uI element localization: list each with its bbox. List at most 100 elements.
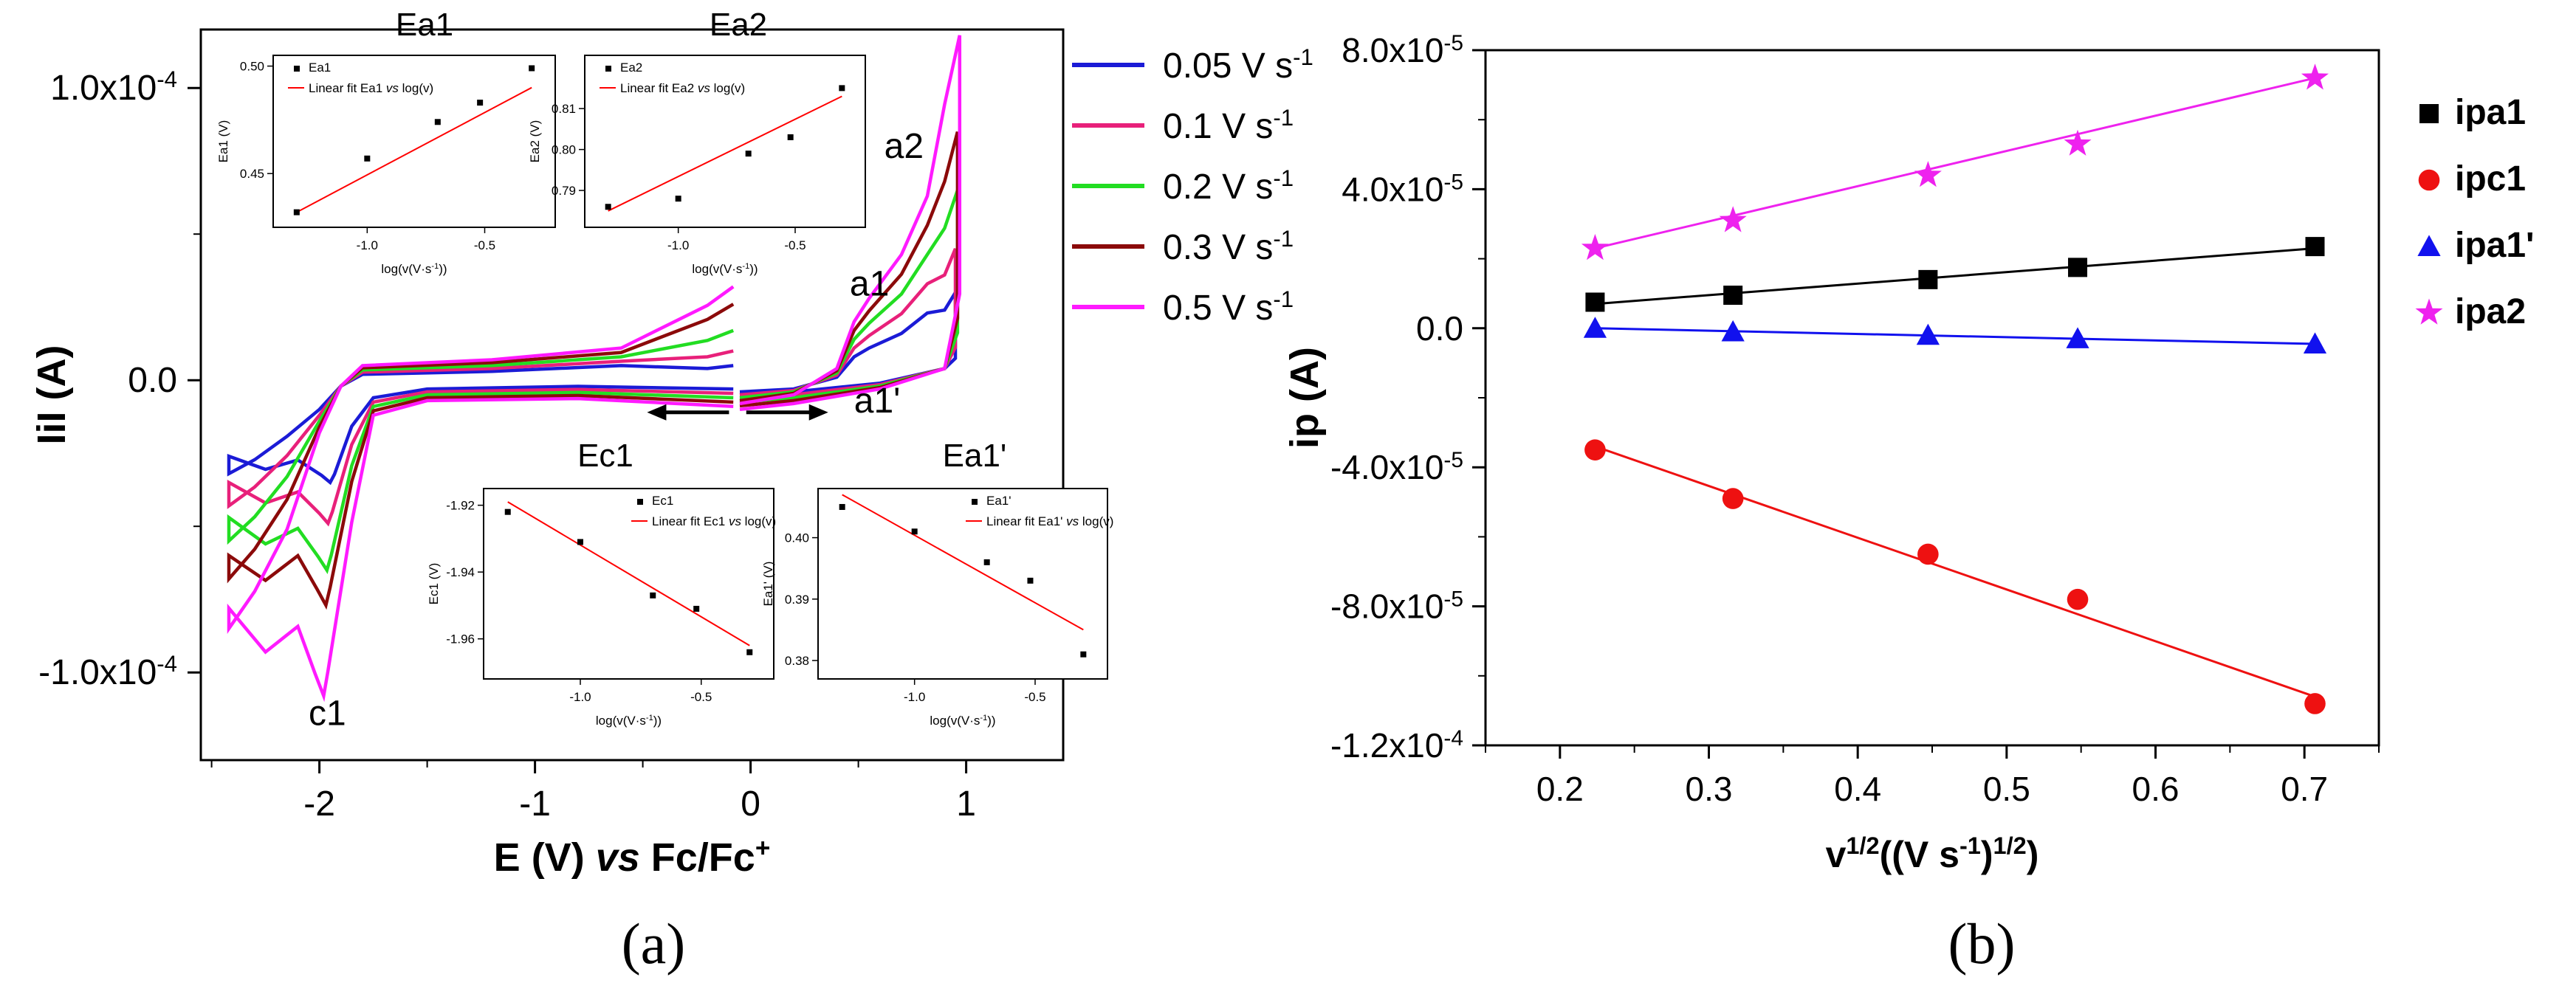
x-tick-label-b: 0.7 [2281,770,2328,808]
cv-curve-cathodic [227,328,735,574]
cv-curve-cathodic [227,285,735,703]
inset-frame [272,55,556,228]
fit-line-ipa1 [1595,246,2315,306]
peak-annotation: a1 [850,264,889,303]
inset-data-point [746,649,753,655]
x-tick-label-b: 0.5 [1983,770,2030,808]
fit-line-ipa2 [1595,77,2315,249]
data-point-ipa1 [2305,237,2325,257]
inset-x-tick-label: -1.0 [667,238,689,252]
peak-annotation: a1' [854,382,901,421]
inset-data-point [529,65,535,72]
legend-label-a: 0.2 V s-1 [1163,165,1294,207]
legend-label-a: 0.1 V s-1 [1163,105,1294,147]
x-axis-label-b: v1/2((V s-1)1/2) [1826,832,2039,875]
inset-y-label: Ec1 (V) [427,563,441,605]
inset-x-tick-label: -0.5 [784,238,806,252]
chart-a: -2 -1 0 1 1.0x10-4 0.0 -1.0x10-4 IiI (A) E (V) v… [30,7,1313,880]
panel-label-a: (a) [622,911,686,976]
inset-title: Ea1' [943,438,1007,474]
x-tick-label-a: 1 [956,784,976,824]
inset-legend-point-label: Ec1 [652,494,673,508]
inset-Ea1: Ea1 -1.0 -0.5 0.45 0.50 log(v(V·s-1)) Ea1 (V) E… [216,7,556,276]
inset-fit-line [507,501,750,646]
data-point-ipc1 [1917,543,1939,565]
inset-Ec1: Ec1 -1.0 -0.5 -1.92 -1.94 -1.96 log(v(V·s-1)) E… [427,438,776,728]
data-point-ipa1 [1723,286,1743,306]
inset-frame [483,488,774,680]
legend-marker-ipa2 [2415,298,2443,325]
inset-y-tick-label: -1.92 [446,499,475,513]
data-point-ipc1 [2067,588,2089,610]
legend-marker-ipa1' [2417,235,2441,256]
data-point-ipa2 [2064,129,2092,156]
arrow-right-head [808,404,828,421]
inset-Ea1p: Ea1' -1.0 -0.5 0.38 0.39 0.40 log(v(V·s-1)) Ea1… [761,438,1113,728]
inset-data-point [983,559,990,565]
data-point-ipa1 [1918,269,1938,289]
inset-data-point [650,592,656,598]
data-point-ipa2 [1914,161,1942,187]
inset-y-label: Ea1' (V) [761,562,775,607]
x-tick-label-b: 0.3 [1686,770,1733,808]
inset-data-point [1027,577,1034,584]
inset-legend-marker [972,499,978,505]
legend-marker-ipa1 [2419,104,2439,123]
y-tick-label-b: -1.2x10-4 [1330,726,1463,765]
inset-y-tick-label: 0.80 [552,143,576,157]
inset-fit-line [842,494,1084,631]
inset-x-tick-label: -1.0 [569,690,591,704]
legend-label-ipa1': ipa1' [2455,226,2534,265]
inset-x-tick-label: -1.0 [904,690,925,704]
data-point-ipa1' [2066,327,2089,348]
x-tick-label-b: 0.6 [2132,770,2180,808]
inset-data-point [675,196,681,202]
inset-legend-marker [605,66,611,72]
data-point-ipa2 [1581,234,1609,261]
y-tick-label-a: 1.0x10-4 [50,66,177,108]
data-point-ipa1' [1916,323,1940,345]
y-tick-label-b: 4.0x10-5 [1342,170,1463,209]
series-ipa2 [1581,63,2329,261]
inset-data-point [1080,651,1087,658]
y-axis-label-a: IiI (A) [30,345,74,445]
inset-x-label: log(v(V·s-1)) [930,714,995,728]
cv-curve-anodic [739,35,962,412]
inset-y-tick-label: 0.79 [552,184,576,198]
inset-x-tick-label: -1.0 [357,238,378,252]
data-point-ipa1' [1721,320,1745,342]
inset-data-point [293,209,300,215]
fit-line-ipa1' [1595,327,2315,345]
inset-y-tick-label: 0.81 [552,102,576,116]
inset-legend-fit-label: Linear fit Ea2 vs log(v) [620,81,745,95]
data-point-ipa2 [2301,63,2329,90]
cv-curve-cathodic [227,349,734,527]
inset-title: Ea1 [396,7,453,43]
inset-data-point [693,605,700,612]
legend-label-a: 0.3 V s-1 [1163,226,1294,268]
inset-x-label: log(v(V·s-1)) [381,262,447,276]
series-ipc1 [1584,439,2326,714]
inset-data-point [477,100,484,106]
inset-title: Ec1 [577,438,633,474]
inset-y-tick-label: 0.50 [240,60,264,74]
inset-x-label: log(v(V·s-1)) [596,714,662,728]
fit-line-ipc1 [1594,445,2315,698]
inset-fit-line [296,86,532,213]
inset-data-point [577,539,583,545]
inset-legend-fit-label: Linear fit Ec1 vs log(v) [652,514,776,528]
x-tick-label-b: 0.2 [1536,770,1584,808]
chart-b: 0.2 0.3 0.4 0.5 0.6 0.7 8.0x10-5 4.0x10-5 0.0 -4.… [1282,31,2534,876]
cv-curve-cathodic [227,364,734,486]
inset-data-point [504,508,511,515]
legend-label-ipa2: ipa2 [2455,292,2526,331]
data-point-ipa1 [2068,258,2088,277]
data-point-ipa1' [2303,332,2327,353]
inset-legend-fit-label: Linear fit Ea1 vs log(v) [309,81,433,95]
inset-legend-point-label: Ea2 [620,61,642,75]
inset-x-tick-label: -0.5 [1024,690,1045,704]
inset-data-point [745,151,752,157]
inset-legend-marker [294,66,300,72]
inset-data-point [911,528,918,535]
legend-label-ipa1: ipa1 [2455,93,2526,132]
